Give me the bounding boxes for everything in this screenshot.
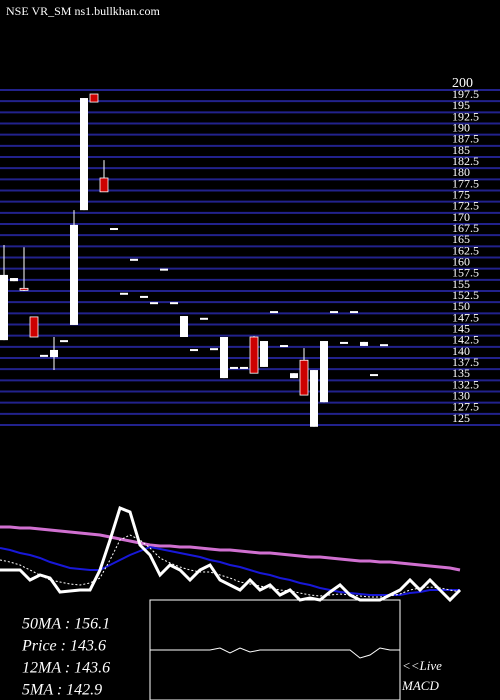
y-tick-label: 165 xyxy=(452,232,470,246)
y-tick-label: 190 xyxy=(452,120,470,134)
y-tick-label: 150 xyxy=(452,299,470,313)
candle-body xyxy=(190,349,198,352)
candle-body xyxy=(10,278,18,282)
candle-body xyxy=(310,370,318,427)
candle-body xyxy=(110,228,118,231)
candle-body xyxy=(290,373,298,379)
y-tick-label: 170 xyxy=(452,210,470,224)
candle-body xyxy=(360,341,368,346)
y-tick-label: 182.5 xyxy=(452,154,479,168)
indicator-line xyxy=(0,545,460,596)
candle-body xyxy=(230,366,238,369)
candle-body xyxy=(270,311,278,314)
candle-body xyxy=(80,98,88,211)
candle-body xyxy=(350,311,358,314)
candle-body xyxy=(89,93,99,103)
y-tick-label: 132.5 xyxy=(452,377,479,391)
y-tick-label: 130 xyxy=(452,388,470,402)
candle-body xyxy=(380,344,388,347)
y-tick-label: 192.5 xyxy=(452,109,479,123)
legend-bg xyxy=(18,637,138,657)
indicator-line xyxy=(0,525,461,572)
candle-body xyxy=(370,374,378,377)
candle-body xyxy=(0,274,8,341)
y-tick-label: 152.5 xyxy=(452,288,479,302)
indicator-line xyxy=(0,506,462,603)
candle-body xyxy=(50,349,58,358)
candle-body xyxy=(340,341,348,344)
chart-title: NSE VR_SM ns1.bullkhan.com xyxy=(6,4,160,18)
candle-body xyxy=(140,295,148,298)
candle-body xyxy=(200,317,208,320)
legend-bg xyxy=(18,615,138,635)
candle-body xyxy=(40,354,48,357)
candle-body xyxy=(330,311,338,314)
candle-body xyxy=(130,258,138,261)
candle-body xyxy=(29,316,39,338)
candle-body xyxy=(19,287,29,291)
y-tick-label: 185 xyxy=(452,143,470,157)
candle-body xyxy=(280,345,288,348)
macd-title: MACD xyxy=(401,678,439,693)
legend-label: 50MA : 156.1 xyxy=(22,616,110,633)
legend-bg xyxy=(18,681,138,700)
indicator-line xyxy=(0,534,461,598)
y-tick-label: 160 xyxy=(452,254,470,268)
candle-body xyxy=(260,341,268,367)
candle-body xyxy=(170,302,178,305)
y-tick-label: 180 xyxy=(452,165,470,179)
y-tick-label: 200 xyxy=(452,76,473,91)
indicator-line xyxy=(150,647,400,659)
y-tick-label: 145 xyxy=(452,321,470,335)
y-tick-label: 167.5 xyxy=(452,221,479,235)
annotation: <<Live xyxy=(402,658,442,673)
y-tick-label: 195 xyxy=(452,98,470,112)
candle-body xyxy=(299,359,309,396)
y-tick-label: 142.5 xyxy=(452,333,479,347)
y-tick-label: 157.5 xyxy=(452,266,479,280)
y-tick-label: 155 xyxy=(452,277,470,291)
candle-body xyxy=(220,337,228,379)
y-tick-label: 187.5 xyxy=(452,132,479,146)
y-tick-label: 147.5 xyxy=(452,310,479,324)
candle-body xyxy=(99,177,109,193)
legend-label: 5MA : 142.9 xyxy=(22,682,102,699)
y-tick-label: 177.5 xyxy=(452,176,479,190)
y-tick-label: 127.5 xyxy=(452,400,479,414)
y-tick-label: 175 xyxy=(452,187,470,201)
legend-bg xyxy=(18,659,138,679)
y-tick-label: 135 xyxy=(452,366,470,380)
candle-body xyxy=(249,336,259,374)
legend-label: 12MA : 143.6 xyxy=(22,660,110,677)
candle-body xyxy=(240,366,248,369)
candle-body xyxy=(120,292,128,295)
y-tick-label: 197.5 xyxy=(452,87,479,101)
candle-body xyxy=(70,224,78,325)
candle-body xyxy=(150,302,158,305)
candle-body xyxy=(180,316,188,338)
y-tick-label: 125 xyxy=(452,411,470,425)
y-tick-label: 162.5 xyxy=(452,243,479,257)
candle-body xyxy=(60,340,68,343)
candle-body xyxy=(320,341,328,403)
candle-body xyxy=(160,268,168,271)
legend-label: Price : 143.6 xyxy=(21,638,106,655)
candle-body xyxy=(210,348,218,351)
y-tick-label: 140 xyxy=(452,344,470,358)
y-tick-label: 137.5 xyxy=(452,355,479,369)
y-tick-label: 172.5 xyxy=(452,199,479,213)
